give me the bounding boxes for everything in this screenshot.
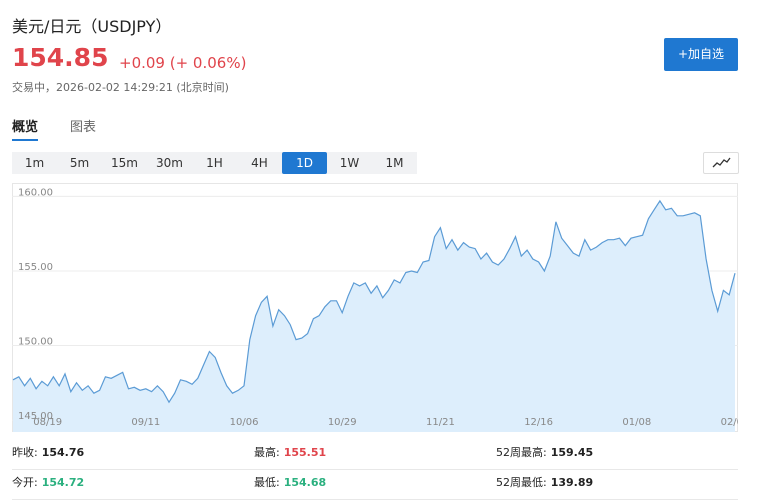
stats-row: 今开: 154.72 最低: 154.68 52周最低: 139.89	[12, 470, 738, 500]
y-tick-label: 160.00	[18, 187, 53, 198]
stat-label: 今开:	[12, 476, 38, 489]
stat-value: 139.89	[550, 476, 594, 489]
price: 154.85	[12, 43, 109, 72]
stat-cell: 52周最低: 139.89	[496, 470, 738, 499]
x-tick-label: 10/29	[328, 417, 357, 428]
interval-button[interactable]: 1W	[339, 156, 360, 170]
stat-cell: 今开: 154.72	[12, 470, 254, 499]
interval-button[interactable]: 1H	[206, 156, 223, 170]
tab[interactable]: 概览	[12, 116, 39, 141]
stat-label: 昨收:	[12, 446, 38, 459]
stat-value: 154.68	[283, 476, 327, 489]
watch-button[interactable]: +加自选	[664, 38, 738, 71]
stat-label: 最低:	[254, 476, 280, 489]
x-tick-label: 12/16	[524, 417, 553, 428]
stat-cell: 最高: 155.51	[254, 440, 496, 469]
stats-table: 昨收: 154.76 最高: 155.51 52周最高: 159.45 今开: 154.72 最…	[12, 440, 738, 500]
price-change: +0.09 (+ 0.06%)	[119, 54, 247, 72]
y-tick-label: 155.00	[18, 262, 53, 273]
stat-value: 154.76	[41, 446, 85, 459]
plot-area: 145.00 150.00 155.00 160.00 08/19 09/11 10/06 1…	[12, 187, 750, 432]
interval-button[interactable]: 30m	[156, 156, 183, 170]
x-tick-label: 02/02	[721, 417, 750, 428]
chart-type-icon	[712, 157, 731, 168]
interval-button[interactable]: 1M	[385, 156, 404, 170]
x-tick-label: 01/08	[622, 417, 651, 428]
stat-cell: 52周最高: 159.45	[496, 440, 738, 469]
stat-cell: 昨收: 154.76	[12, 440, 254, 469]
stats-row: 昨收: 154.76 最高: 155.51 52周最高: 159.45	[12, 440, 738, 470]
interval-button[interactable]: 4H	[251, 156, 268, 170]
stat-label: 52周最高:	[496, 446, 547, 459]
stat-value: 159.45	[550, 446, 594, 459]
chart: 145.00 150.00 155.00 160.00 08/19 09/11 10/06 1…	[12, 183, 750, 432]
x-tick-label: 09/11	[131, 417, 160, 428]
stat-label: 最高:	[254, 446, 280, 459]
interval-button[interactable]: 15m	[111, 156, 138, 170]
stat-cell: 最低: 154.68	[254, 470, 496, 499]
x-tick-label: 08/19	[33, 417, 62, 428]
interval-button[interactable]: 5m	[69, 156, 90, 170]
interval-button[interactable]: 1m	[24, 156, 45, 170]
x-tick-label: 11/21	[426, 417, 455, 428]
price-line	[12, 199, 736, 404]
interval-button[interactable]: 1D	[282, 152, 327, 174]
stat-label: 52周最低:	[496, 476, 547, 489]
area-fill	[13, 200, 735, 432]
y-tick-label: 150.00	[18, 337, 53, 348]
chart-type-button[interactable]	[703, 152, 739, 174]
tabs: 概览 图表	[12, 116, 128, 141]
pair-title: 美元/日元（USDJPY）	[12, 17, 172, 36]
y-tick-label: 145.00	[18, 411, 53, 422]
x-tick-label: 10/06	[230, 417, 259, 428]
interval-bar: 1m 5m 15m 30m 1H 4H 1D 1W 1M	[12, 152, 417, 174]
trade-status: 交易中，2026-02-02 14:29:21 (北京时间)	[12, 81, 229, 94]
stat-value: 154.72	[41, 476, 85, 489]
stat-value: 155.51	[283, 446, 327, 459]
tab[interactable]: 图表	[70, 120, 97, 135]
